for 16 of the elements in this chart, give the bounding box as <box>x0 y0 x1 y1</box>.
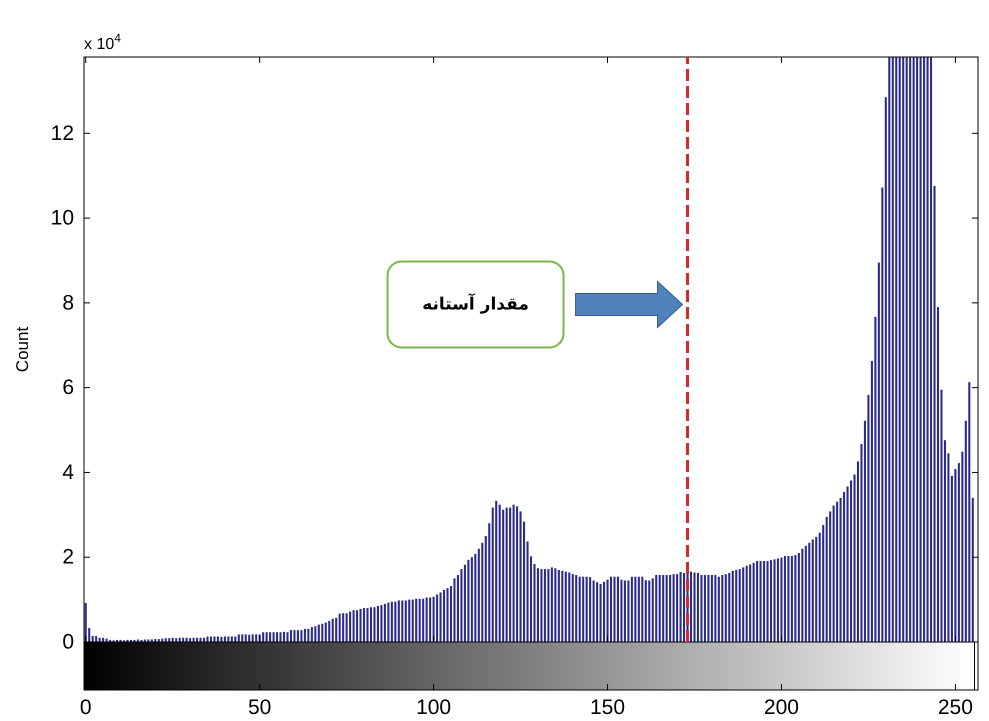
annotation: مقدار آستانه <box>422 292 529 314</box>
x-tick-label: 200 <box>764 696 799 719</box>
y-tick-label: 10 <box>50 206 74 230</box>
x-tick-label: 100 <box>416 696 452 719</box>
x-tick-label: 50 <box>248 696 272 719</box>
text: x 10$^{4}$ <box>84 31 122 53</box>
y-tick-label: 4 <box>62 460 74 484</box>
x-tick-label: 150 <box>590 696 626 719</box>
y-tick-label: 2 <box>62 546 74 569</box>
y-tick-label: 12 <box>50 122 74 145</box>
y-tick-label: 8 <box>62 291 74 314</box>
x-tick-label: 250 <box>938 696 973 719</box>
y-tick-label: 6 <box>62 376 74 400</box>
y-axis-title: Count <box>13 326 32 372</box>
x-tick-label: 0 <box>80 696 92 719</box>
y-tick-label: 0 <box>62 630 74 654</box>
